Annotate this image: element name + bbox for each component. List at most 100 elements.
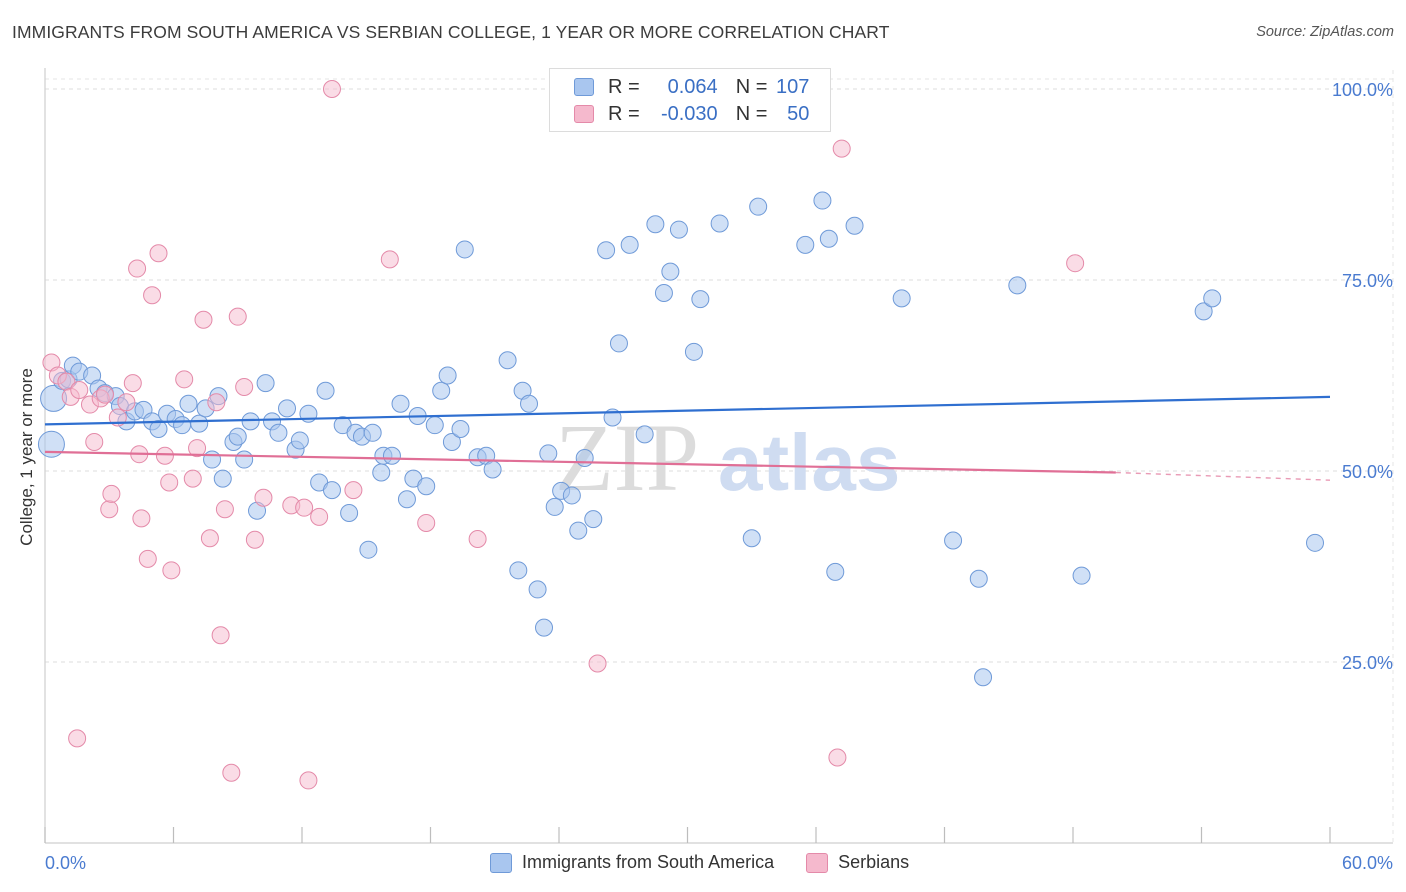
data-point-pink: [95, 385, 114, 404]
legend-swatch-pink: [806, 852, 829, 873]
data-point-pink: [235, 377, 254, 396]
data-point-blue: [322, 481, 341, 500]
legend-r-value: -0.030: [660, 102, 718, 125]
data-point-pink: [1066, 254, 1085, 273]
y-axis-label: College, 1 year or more: [17, 368, 36, 546]
y-tick-label: 25.0%: [1342, 653, 1393, 673]
data-point-pink: [207, 393, 226, 412]
data-point-pink: [85, 432, 104, 451]
data-point-blue: [432, 381, 451, 400]
legend-row-blue: R = 0.064 N = 107: [574, 75, 809, 99]
data-point-pink: [123, 374, 142, 393]
data-point-blue: [256, 374, 275, 393]
data-point-pink: [188, 439, 207, 458]
data-point-blue: [417, 477, 436, 496]
data-point-blue: [316, 381, 335, 400]
data-point-pink: [175, 370, 194, 389]
data-point-blue: [796, 235, 815, 254]
legend-swatch-blue: [574, 78, 594, 96]
data-point-blue: [813, 191, 832, 210]
data-point-pink: [344, 481, 363, 500]
data-point-blue: [455, 240, 474, 259]
data-point-blue: [749, 197, 768, 216]
data-point-blue: [213, 469, 232, 488]
trend-line-pink-extension: [1115, 471, 1331, 481]
data-point-pink: [245, 530, 264, 549]
data-point-blue: [635, 425, 654, 444]
data-point-blue: [684, 342, 703, 361]
data-point-blue: [1306, 533, 1325, 552]
legend-r-label: R =: [608, 75, 640, 98]
data-point-pink: [588, 654, 607, 673]
data-point-blue: [691, 290, 710, 309]
data-point-pink: [310, 507, 329, 526]
data-point-pink: [138, 549, 157, 568]
data-point-blue: [391, 394, 410, 413]
series-legend: Immigrants from South America Serbians: [490, 852, 941, 873]
data-point-blue: [826, 562, 845, 581]
legend-n-label: N =: [735, 102, 768, 125]
data-point-pink: [200, 529, 219, 548]
legend-item-immigrants[interactable]: Immigrants from South America: [490, 852, 774, 873]
data-point-blue: [1203, 289, 1222, 308]
data-point-blue: [451, 419, 470, 438]
data-point-blue: [382, 446, 401, 465]
correlation-legend: R = 0.064 N = 107 R = -0.030 N = 50: [549, 68, 831, 132]
data-point-blue: [278, 399, 297, 418]
data-point-blue: [1072, 566, 1091, 585]
data-point-blue: [620, 235, 639, 254]
data-point-pink: [149, 244, 168, 263]
legend-label-serbians: Serbians: [838, 852, 910, 872]
data-point-pink: [228, 307, 247, 326]
data-point-blue: [149, 419, 168, 438]
data-point-pink: [322, 80, 341, 98]
data-point-blue: [944, 531, 963, 550]
data-point-pink: [828, 748, 847, 767]
legend-item-serbians[interactable]: Serbians: [806, 852, 909, 873]
data-point-blue: [1008, 276, 1027, 295]
x-tick-label: 0.0%: [45, 853, 86, 873]
legend-row-pink: R = -0.030 N = 50: [574, 102, 809, 126]
legend-swatch-pink: [574, 105, 594, 123]
data-point-blue: [562, 486, 581, 505]
data-point-pink: [132, 509, 151, 528]
data-point-blue: [710, 214, 729, 233]
data-point-pink: [295, 498, 314, 517]
data-point-blue: [363, 423, 382, 442]
data-point-blue: [545, 497, 564, 516]
data-point-blue: [397, 490, 416, 509]
data-point-pink: [832, 139, 851, 158]
legend-n-label: N =: [735, 75, 768, 98]
data-point-blue: [203, 450, 222, 469]
legend-r-value: 0.064: [667, 75, 718, 98]
data-point-pink: [468, 529, 487, 548]
watermark-atlas: atlas: [718, 418, 900, 507]
data-point-pink: [222, 763, 241, 782]
data-point-blue: [520, 394, 539, 413]
chart-title: IMMIGRANTS FROM SOUTH AMERICA VS SERBIAN…: [12, 22, 890, 42]
y-tick-label: 75.0%: [1342, 271, 1393, 291]
data-point-blue: [340, 504, 359, 523]
data-point-blue: [742, 529, 761, 548]
data-point-pink: [211, 626, 230, 645]
data-point-blue: [425, 416, 444, 435]
data-point-pink: [155, 446, 174, 465]
data-point-pink: [162, 561, 181, 580]
data-point-blue: [372, 463, 391, 482]
data-point-blue: [661, 262, 680, 281]
data-point-pink: [194, 310, 213, 329]
legend-n-value: 50: [787, 102, 810, 125]
data-point-blue: [845, 216, 864, 235]
data-point-blue: [646, 215, 665, 234]
source-label[interactable]: Source: ZipAtlas.com: [1256, 24, 1394, 40]
data-point-blue: [819, 229, 838, 248]
y-tick-label: 50.0%: [1342, 462, 1393, 482]
data-point-blue: [179, 394, 198, 413]
data-point-blue: [509, 561, 528, 580]
trend-lines: [44, 395, 1331, 481]
trend-line-blue: [44, 395, 1331, 426]
data-point-blue: [483, 460, 502, 479]
data-point-pink: [183, 469, 202, 488]
x-tick-label: 60.0%: [1342, 853, 1393, 873]
y-tick-label: 100.0%: [1332, 80, 1393, 100]
